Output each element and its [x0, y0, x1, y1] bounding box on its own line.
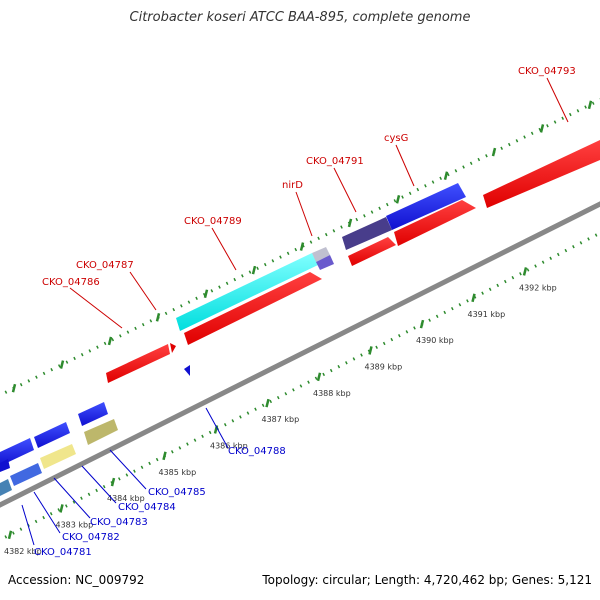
scale-labels: 4382 kbp 4383 kbp 4384 kbp 4385 kbp 4386 kbp…	[4, 283, 557, 555]
gene-arrow-blue-2[interactable]	[34, 422, 70, 448]
outer-major-tick	[251, 265, 257, 275]
gene-arrow-small-red[interactable]	[170, 343, 176, 353]
gene-arrow-blue-1[interactable]	[78, 402, 108, 426]
scale-label: 4389 kbp	[365, 362, 403, 371]
gene-arrow-blue-4[interactable]	[10, 463, 42, 486]
genome-summary-text: Topology: circular; Length: 4,720,462 bp…	[262, 573, 592, 587]
label-CKO_04781[interactable]: CKO_04781	[34, 547, 92, 558]
label-CKO_04785[interactable]: CKO_04785	[148, 487, 206, 498]
bottom-feature-labels: CKO_04781 CKO_04782 CKO_04783 CKO_04784 …	[34, 446, 286, 558]
outer-major-tick	[107, 336, 113, 346]
gene-arrow-khaki-2[interactable]	[40, 444, 76, 469]
gene-arrow-khaki-1[interactable]	[84, 419, 118, 445]
label-CKO_04788[interactable]: CKO_04788	[228, 446, 286, 457]
outer-major-tick	[347, 218, 353, 228]
inner-major-tick	[522, 267, 528, 276]
outer-major-tick	[491, 147, 497, 157]
scale-label: 4392 kbp	[519, 283, 557, 292]
scale-label: 4382 kbp	[4, 547, 42, 556]
inner-major-tick	[471, 293, 476, 303]
gene-arrow-nirD[interactable]	[316, 255, 334, 270]
inner-major-ticks	[7, 267, 528, 540]
scale-label: 4390 kbp	[416, 336, 454, 345]
gene-arrow-blue-5[interactable]	[0, 459, 10, 472]
inner-major-tick	[316, 372, 322, 382]
label-CKO_04787[interactable]: CKO_04787	[76, 260, 134, 271]
scale-label: 4387 kbp	[262, 415, 300, 424]
inner-major-tick	[7, 530, 13, 540]
outer-major-tick	[395, 194, 401, 204]
label-CKO_04793[interactable]: CKO_04793	[518, 66, 576, 77]
outer-major-ticks	[11, 100, 593, 393]
outer-major-tick	[539, 124, 545, 133]
gene-arrow-cysG[interactable]	[394, 200, 476, 246]
gene-arrow-CKO_04788[interactable]	[184, 365, 190, 376]
gene-arrow-CKO_04791[interactable]	[348, 237, 396, 266]
genome-backbone	[0, 201, 600, 508]
gene-arrow-CKO_04787[interactable]	[176, 253, 318, 331]
scale-label: 4386 kbp	[210, 441, 248, 450]
scale-label: 4384 kbp	[107, 494, 145, 503]
scale-label: 4391 kbp	[468, 310, 506, 319]
label-nirD[interactable]: nirD	[282, 180, 303, 191]
gene-arrow-steel[interactable]	[0, 479, 12, 496]
outer-major-tick	[443, 171, 449, 180]
label-leaders	[21, 77, 569, 546]
outer-major-tick	[203, 289, 209, 299]
gene-arrow-nirD-gray[interactable]	[312, 247, 330, 262]
label-CKO_04782[interactable]: CKO_04782	[62, 532, 120, 543]
outer-major-tick	[11, 383, 17, 393]
gene-arrow-blue-3[interactable]	[0, 438, 34, 466]
inner-major-tick	[162, 451, 167, 461]
accession-text: Accession: NC_009792	[8, 573, 145, 587]
outer-major-tick	[155, 313, 161, 322]
outer-major-tick	[587, 100, 593, 110]
label-CKO_04791[interactable]: CKO_04791	[306, 156, 364, 167]
outer-major-tick	[299, 242, 305, 251]
label-CKO_04789[interactable]: CKO_04789	[184, 216, 242, 227]
top-feature-labels: CKO_04786 CKO_04787 CKO_04789 nirD CKO_0…	[42, 66, 576, 288]
gene-arrow-CKO_04793[interactable]	[483, 140, 600, 208]
label-cysG[interactable]: cysG	[384, 133, 408, 144]
label-CKO_04786[interactable]: CKO_04786	[42, 277, 100, 288]
inner-major-tick	[419, 319, 425, 329]
gene-arrow-CKO_04789[interactable]	[184, 272, 322, 345]
forward-genes	[106, 140, 600, 383]
inner-tick-track	[0, 231, 600, 542]
inner-major-tick	[59, 504, 64, 513]
top-strand-genes	[176, 183, 466, 331]
scale-label: 4383 kbp	[56, 520, 94, 529]
reverse-genes	[0, 365, 190, 496]
gene-arrow-blue-top[interactable]	[386, 183, 466, 230]
scale-label: 4385 kbp	[159, 468, 197, 477]
map-title: Citrobacter koseri ATCC BAA-895, complet…	[129, 10, 471, 25]
label-CKO_04783[interactable]: CKO_04783	[90, 517, 148, 528]
inner-major-tick	[265, 398, 270, 408]
scale-label: 4388 kbp	[313, 389, 351, 398]
gene-arrow-dark-slate[interactable]	[342, 217, 392, 250]
inner-major-tick	[110, 477, 116, 487]
inner-major-tick	[368, 346, 373, 355]
label-CKO_04784[interactable]: CKO_04784	[118, 502, 176, 513]
outer-major-tick	[59, 360, 65, 369]
gene-arrow-CKO_04786[interactable]	[106, 344, 170, 383]
